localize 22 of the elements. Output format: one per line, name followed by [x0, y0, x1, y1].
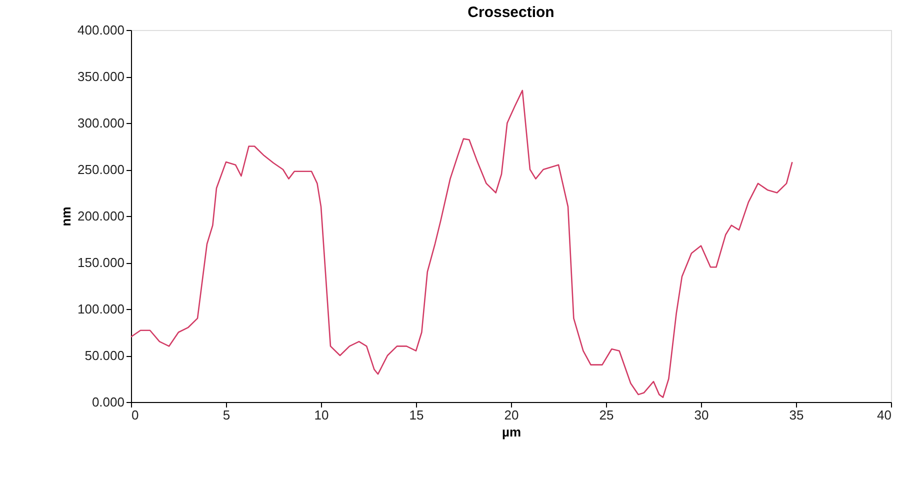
x-tick-label: 40 [877, 408, 892, 422]
x-tick-label: 35 [789, 408, 804, 422]
line-series [130, 90, 793, 398]
y-tick-label: 400.000 [78, 22, 124, 38]
chart-title: Crossection [468, 4, 554, 21]
x-tick-label: 10 [314, 408, 329, 422]
y-tick-label: 300.000 [78, 116, 124, 130]
y-tick-label: 50.000 [84, 348, 124, 363]
y-tick-label: 250.000 [78, 162, 124, 177]
y-axis-title: nm [58, 206, 74, 226]
x-tick-label: 20 [504, 408, 519, 422]
x-axis-title: µm [502, 424, 522, 440]
x-tick-label: 5 [222, 408, 230, 422]
y-tick-label: 350.000 [78, 69, 124, 84]
y-tick-label: 0.000 [92, 394, 124, 410]
y-tick-label: 100.000 [78, 302, 124, 316]
x-tick-label: 15 [409, 408, 424, 422]
x-tick-label: 0 [132, 408, 139, 422]
x-tick-label: 30 [694, 408, 709, 422]
y-tick-label: 150.000 [78, 255, 124, 270]
y-tick-label: 200.000 [78, 208, 124, 224]
x-tick-label: 25 [599, 408, 614, 422]
